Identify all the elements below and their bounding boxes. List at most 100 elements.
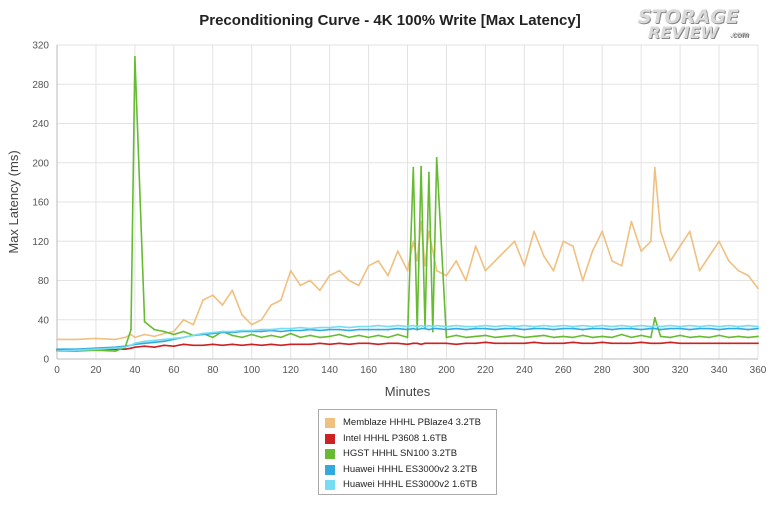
series-point-3 bbox=[318, 329, 321, 332]
series-point-4 bbox=[221, 330, 224, 333]
series-point-2 bbox=[718, 334, 720, 337]
series-point-3 bbox=[424, 327, 426, 330]
series-point-0 bbox=[757, 287, 759, 290]
series-point-2 bbox=[396, 333, 399, 336]
series-point-0 bbox=[424, 264, 426, 267]
series-point-0 bbox=[192, 323, 195, 326]
series-point-1 bbox=[221, 344, 224, 347]
series-point-1 bbox=[328, 343, 331, 346]
series-point-4 bbox=[338, 325, 341, 328]
series-point-1 bbox=[412, 342, 415, 345]
series-point-4 bbox=[309, 327, 312, 330]
series-point-1 bbox=[431, 342, 434, 345]
series-point-2 bbox=[133, 55, 136, 58]
series-point-1 bbox=[523, 342, 526, 345]
series-point-0 bbox=[250, 323, 253, 326]
series-point-2 bbox=[153, 328, 156, 331]
series-point-3 bbox=[357, 328, 360, 331]
series-point-4 bbox=[95, 348, 97, 351]
series-point-2 bbox=[420, 165, 423, 168]
series-point-3 bbox=[484, 327, 487, 330]
series-point-4 bbox=[659, 325, 662, 328]
series-point-0 bbox=[299, 284, 302, 287]
series-point-0 bbox=[377, 259, 380, 262]
series-point-2 bbox=[513, 334, 516, 337]
series-point-4 bbox=[202, 332, 204, 335]
series-point-1 bbox=[727, 342, 730, 345]
series-point-0 bbox=[611, 259, 613, 262]
series-point-3 bbox=[513, 327, 516, 330]
series-point-1 bbox=[435, 342, 438, 345]
series-point-0 bbox=[289, 269, 292, 272]
series-point-2 bbox=[542, 334, 545, 337]
series-point-1 bbox=[679, 342, 682, 345]
series-point-3 bbox=[718, 328, 720, 331]
series-point-3 bbox=[562, 327, 565, 330]
x-tick-label: 180 bbox=[399, 365, 416, 376]
series-point-1 bbox=[299, 343, 302, 346]
series-point-4 bbox=[299, 326, 302, 329]
series-point-2 bbox=[348, 336, 350, 339]
series-point-3 bbox=[747, 328, 750, 331]
series-point-1 bbox=[562, 342, 565, 345]
series-point-4 bbox=[241, 329, 243, 332]
x-tick-label: 320 bbox=[672, 365, 689, 376]
series-point-2 bbox=[503, 335, 506, 338]
x-tick-label: 200 bbox=[438, 365, 455, 376]
series-point-2 bbox=[299, 336, 302, 339]
series-point-4 bbox=[416, 325, 419, 328]
series-point-3 bbox=[688, 328, 691, 331]
series-point-2 bbox=[601, 335, 604, 338]
series-point-4 bbox=[727, 324, 730, 327]
series-point-3 bbox=[455, 327, 458, 330]
series-point-4 bbox=[396, 324, 399, 327]
series-point-2 bbox=[465, 336, 467, 339]
series-point-4 bbox=[435, 324, 438, 327]
series-point-0 bbox=[367, 264, 370, 267]
series-point-1 bbox=[318, 342, 321, 345]
series-point-2 bbox=[318, 336, 321, 339]
series-point-2 bbox=[182, 330, 185, 333]
logo-suffix: .com bbox=[730, 30, 749, 39]
series-point-2 bbox=[708, 336, 711, 339]
y-tick-label: 80 bbox=[38, 276, 50, 287]
series-point-3 bbox=[591, 327, 594, 330]
y-tick-label: 40 bbox=[38, 315, 50, 326]
series-point-0 bbox=[211, 294, 214, 297]
series-point-2 bbox=[669, 336, 672, 339]
series-point-1 bbox=[474, 342, 477, 345]
legend-swatch bbox=[325, 418, 335, 428]
series-point-4 bbox=[56, 350, 58, 353]
series-point-0 bbox=[435, 269, 438, 272]
series-point-3 bbox=[698, 327, 701, 330]
series-point-2 bbox=[494, 336, 497, 339]
series-point-3 bbox=[708, 327, 711, 330]
series-point-4 bbox=[552, 325, 555, 328]
series-point-4 bbox=[445, 325, 448, 328]
series-point-2 bbox=[309, 334, 312, 337]
series-point-4 bbox=[591, 325, 594, 328]
series-point-0 bbox=[130, 333, 132, 336]
series-point-1 bbox=[503, 342, 506, 345]
series-point-4 bbox=[533, 325, 535, 328]
series-point-3 bbox=[727, 327, 730, 330]
series-point-0 bbox=[542, 255, 545, 257]
series-point-2 bbox=[474, 335, 477, 338]
series-point-4 bbox=[406, 325, 409, 328]
series-point-0 bbox=[348, 279, 350, 282]
series-point-1 bbox=[172, 345, 175, 348]
series-point-2 bbox=[270, 334, 273, 337]
series-point-3 bbox=[474, 327, 477, 330]
series-point-0 bbox=[727, 259, 730, 262]
series-point-2 bbox=[698, 335, 701, 338]
series-point-0 bbox=[698, 269, 701, 272]
series-point-0 bbox=[688, 230, 691, 233]
series-point-1 bbox=[428, 342, 430, 345]
series-point-0 bbox=[474, 245, 477, 248]
series-point-4 bbox=[650, 325, 652, 328]
series-point-4 bbox=[182, 336, 185, 339]
series-point-3 bbox=[328, 328, 331, 331]
x-tick-label: 240 bbox=[516, 365, 533, 376]
series-point-2 bbox=[431, 330, 434, 333]
series-point-3 bbox=[620, 327, 623, 330]
